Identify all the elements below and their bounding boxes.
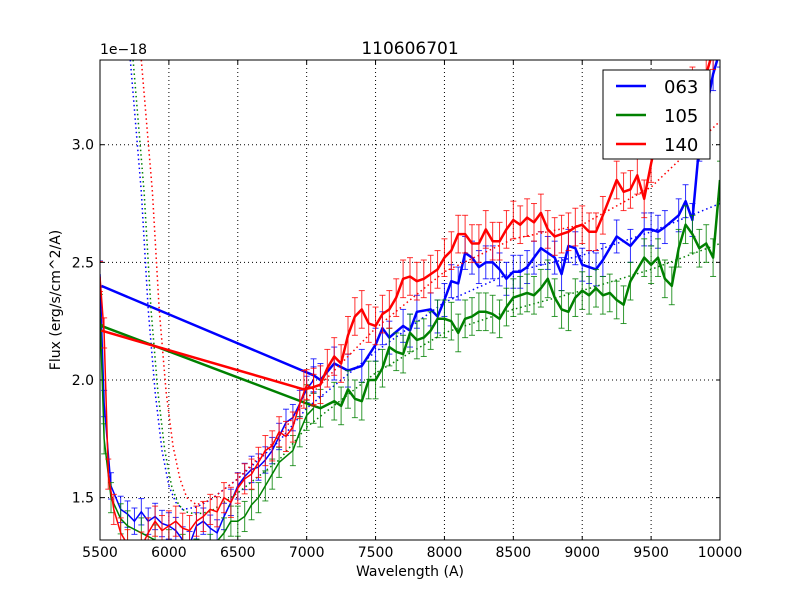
y-tick-label: 2.0 bbox=[72, 373, 94, 389]
x-axis-label: Wavelength (A) bbox=[356, 564, 464, 580]
y-tick-label: 3.0 bbox=[72, 138, 94, 154]
y-offset-label: 1e−18 bbox=[100, 42, 147, 58]
y-tick-label: 2.5 bbox=[72, 255, 94, 271]
x-tick-label: 8000 bbox=[427, 545, 463, 561]
x-tick-label: 10000 bbox=[698, 545, 743, 561]
x-tick-label: 6500 bbox=[220, 545, 256, 561]
y-axis-label: Flux (erg/s/cm^2/A) bbox=[48, 230, 64, 370]
x-tick-label: 7000 bbox=[289, 545, 325, 561]
x-tick-label: 8500 bbox=[496, 545, 532, 561]
legend: 063 105 140 bbox=[603, 70, 710, 159]
x-tick-label: 5500 bbox=[82, 545, 118, 561]
x-tick-label: 9500 bbox=[633, 545, 669, 561]
legend-label-063: 063 bbox=[664, 77, 698, 98]
x-tick-label: 9000 bbox=[564, 545, 600, 561]
x-tick-label: 7500 bbox=[358, 545, 394, 561]
x-tick-label: 6000 bbox=[151, 545, 187, 561]
y-tick-label: 1.5 bbox=[72, 491, 94, 507]
chart-title: 110606701 bbox=[361, 39, 458, 59]
legend-label-105: 105 bbox=[664, 106, 698, 127]
legend-label-140: 140 bbox=[664, 135, 698, 156]
